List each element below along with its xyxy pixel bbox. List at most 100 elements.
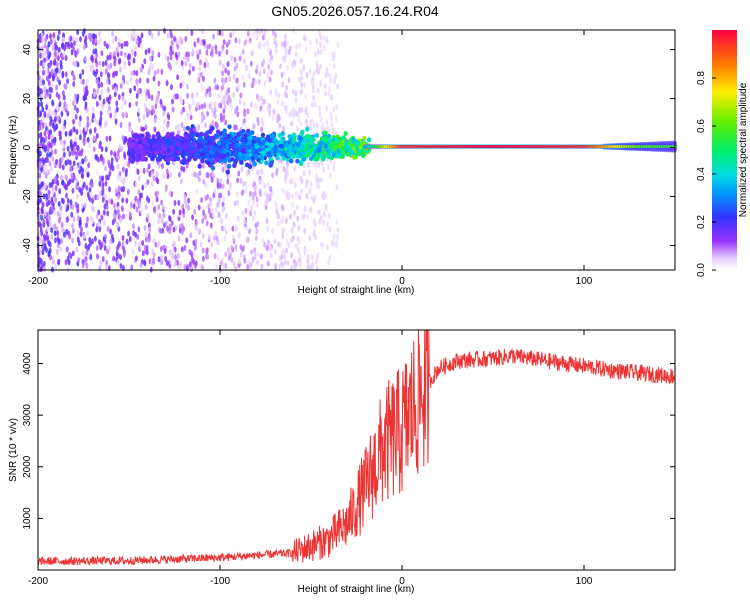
spectrogram-noise-mark	[264, 27, 267, 34]
spectrogram-noise-mark	[152, 259, 155, 266]
spectrogram-noise-mark	[294, 97, 298, 104]
spectrogram-noise-mark	[196, 37, 200, 44]
spectrogram-noise-mark	[305, 182, 309, 189]
spectrogram-noise-mark	[43, 50, 47, 57]
spectrogram-noise-mark	[42, 168, 46, 175]
spectrogram-noise-mark	[112, 255, 116, 262]
spectrogram-noise-mark	[65, 103, 68, 110]
spectrogram-noise-mark	[108, 94, 112, 101]
spectrogram-band-mark	[212, 153, 218, 159]
spectrogram-noise-mark	[236, 215, 240, 222]
spectrogram-band-mark	[299, 131, 304, 137]
spectrogram-noise-mark	[260, 263, 264, 270]
spectrogram-noise-mark	[38, 160, 42, 167]
spectrogram-noise-mark	[297, 116, 301, 123]
spectrogram-band-mark	[298, 136, 304, 141]
spectrogram-noise-mark	[76, 215, 80, 222]
spectrogram-noise-mark	[100, 89, 104, 96]
spectrogram-noise-mark	[210, 48, 214, 55]
spectrogram-noise-mark	[101, 175, 105, 182]
spectrogram-noise-mark	[54, 196, 58, 203]
spectrogram-noise-mark	[287, 194, 291, 201]
spectrogram-noise-mark	[55, 248, 59, 255]
spectrogram-band-mark	[322, 137, 328, 143]
spectrogram-noise-mark	[187, 51, 191, 58]
spectrogram-noise-mark	[225, 89, 229, 96]
spectrogram-noise-mark	[72, 228, 75, 235]
spectrogram-noise-mark	[336, 234, 339, 241]
spectrogram-band-mark	[354, 145, 360, 151]
spectrogram-noise-mark	[175, 93, 178, 100]
spectrogram-noise-mark	[155, 196, 159, 203]
spectrogram-noise-mark	[42, 61, 45, 68]
spectrogram-noise-mark	[166, 32, 170, 39]
spectrogram-noise-mark	[265, 218, 269, 225]
spectrogram-noise-mark	[84, 125, 88, 132]
spectrogram-noise-mark	[44, 36, 48, 43]
spectrogram-noise-mark	[102, 236, 106, 243]
spectrogram-noise-mark	[96, 88, 99, 95]
spectrogram-noise-mark	[266, 40, 270, 47]
spectrogram-noise-mark	[152, 75, 156, 82]
spectrogram-noise-mark	[171, 253, 175, 260]
spectrogram-noise-mark	[78, 73, 82, 80]
spectrogram-noise-mark	[85, 184, 89, 191]
spectrogram-y-ticks: -40 -20 0 20 40	[22, 44, 675, 253]
spectrogram-noise-mark	[154, 241, 158, 248]
spectrogram-noise-mark	[64, 130, 68, 137]
spectrogram-noise-mark	[170, 84, 173, 91]
spectrogram-noise-mark	[277, 220, 280, 227]
spectrogram-noise-mark	[193, 208, 197, 215]
spectrogram-noise-mark	[131, 223, 135, 230]
spectrogram-noise-mark	[43, 210, 47, 217]
spectrogram-noise-mark	[304, 109, 308, 116]
spectrogram-noise-mark	[238, 232, 241, 239]
spectrogram-noise-mark	[302, 170, 306, 177]
spectrogram-band-mark	[206, 160, 211, 166]
spectrogram-noise-mark	[238, 98, 242, 105]
spectrogram-noise-mark	[141, 184, 145, 191]
spectrogram-band-mark	[277, 149, 282, 155]
spectrogram-noise-mark	[176, 253, 180, 260]
spectrogram-noise-mark	[49, 115, 53, 122]
spectrogram-noise-mark	[38, 184, 41, 191]
spectrogram-noise-mark	[281, 227, 285, 234]
spectrogram-noise-mark	[151, 199, 155, 206]
spectrogram-noise-mark	[221, 70, 224, 77]
spectrogram-noise-mark	[322, 35, 326, 42]
spectrogram-noise-mark	[119, 122, 123, 129]
spectrogram-noise-mark	[60, 174, 64, 181]
spectrogram-noise-mark	[287, 242, 291, 249]
spectrogram-noise-mark	[105, 204, 109, 211]
spectrogram-band-mark	[351, 153, 356, 159]
spectrogram-noise-mark	[195, 102, 199, 109]
spectrogram-band-mark	[216, 141, 222, 147]
spectrogram-noise-mark	[272, 29, 275, 36]
spectrogram-noise-mark	[55, 84, 58, 91]
spectrogram-noise-mark	[241, 210, 245, 217]
spectrogram-noise-mark	[308, 68, 312, 75]
spectrogram-noise-mark	[191, 50, 195, 57]
spectrogram-noise-mark	[285, 247, 289, 254]
spectrogram-noise-mark	[116, 174, 120, 181]
spectrogram-noise-mark	[132, 57, 136, 64]
spectrogram-noise-mark	[262, 68, 266, 75]
spectrogram-noise-mark	[131, 248, 135, 255]
spectrogram-noise-mark	[221, 183, 225, 190]
spectrogram-noise-mark	[49, 59, 53, 66]
spectrogram-noise-mark	[145, 95, 148, 102]
spectrogram-band-mark	[309, 140, 315, 146]
spectrogram-noise-mark	[209, 200, 213, 207]
spectrogram-noise-mark	[173, 240, 176, 247]
spectrogram-noise-mark	[57, 200, 61, 207]
spectrogram-noise-mark	[277, 241, 280, 248]
spectrogram-noise-mark	[317, 161, 321, 168]
chart-title: GN05.2026.057.16.24.R04	[271, 3, 439, 19]
spectrogram-noise-mark	[37, 74, 41, 81]
spectrogram-noise-mark	[60, 53, 64, 60]
spectrogram-noise-mark	[162, 110, 166, 117]
spectrogram-noise-mark	[65, 228, 69, 235]
spectrogram-noise-mark	[144, 204, 148, 211]
spectrogram-noise-mark	[117, 93, 121, 100]
spectrogram-noise-mark	[71, 203, 74, 210]
